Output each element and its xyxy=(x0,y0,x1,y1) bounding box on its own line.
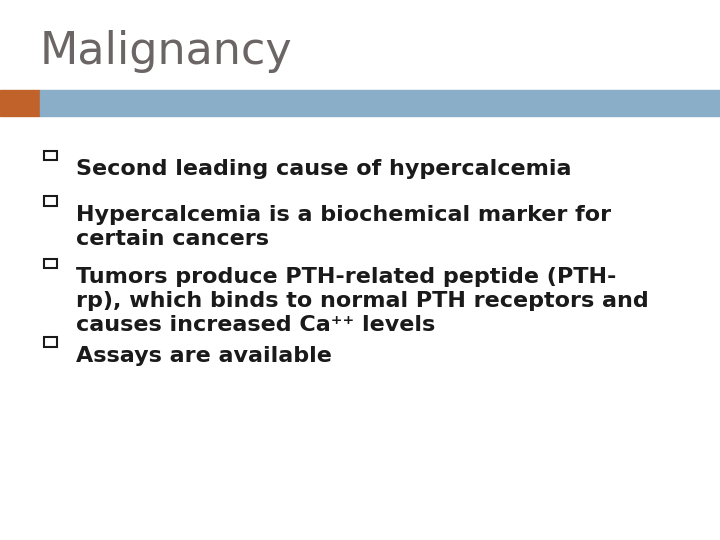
Bar xyxy=(0,90,40,116)
Text: Hypercalcemia is a biochemical marker for
certain cancers: Hypercalcemia is a biochemical marker fo… xyxy=(76,205,611,249)
Text: Tumors produce PTH-related peptide (PTH-
rp), which binds to normal PTH receptor: Tumors produce PTH-related peptide (PTH-… xyxy=(76,267,648,335)
Bar xyxy=(44,259,57,268)
Bar xyxy=(40,90,720,116)
Text: Second leading cause of hypercalcemia: Second leading cause of hypercalcemia xyxy=(76,159,571,179)
Text: Malignancy: Malignancy xyxy=(40,30,292,73)
Bar xyxy=(44,197,57,206)
Bar xyxy=(44,337,57,347)
Bar xyxy=(44,151,57,160)
Text: Assays are available: Assays are available xyxy=(76,346,331,366)
